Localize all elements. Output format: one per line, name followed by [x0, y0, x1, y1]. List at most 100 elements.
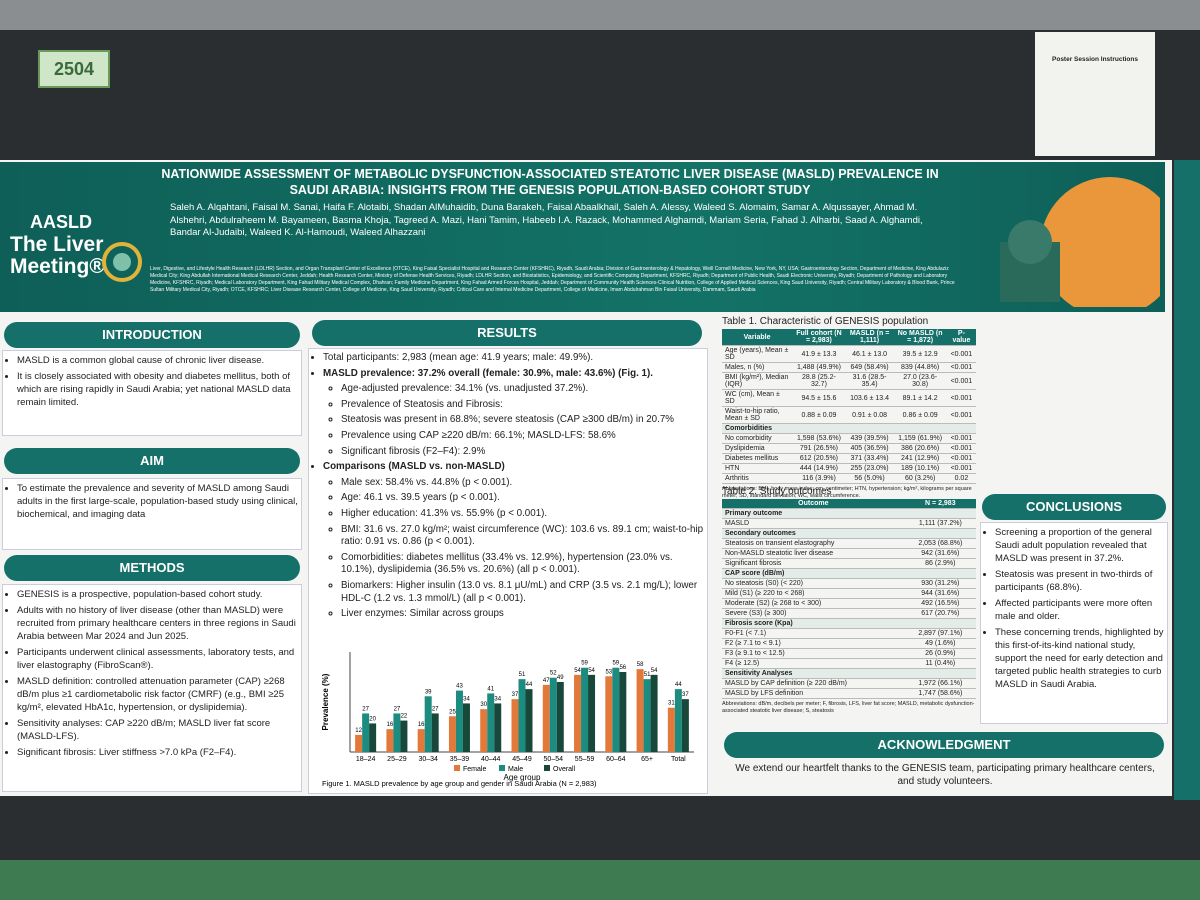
table-cell: F2 (≥ 7.1 to < 9.1) — [722, 638, 905, 649]
list-item: Sensitivity analyses: CAP ≥220 dB/m; MAS… — [17, 717, 301, 743]
value-label: 37 — [512, 692, 519, 698]
value-label: 16 — [418, 722, 425, 728]
legend-label: Male — [508, 766, 523, 773]
list-item: Biomarkers: Higher insulin (13.0 vs. 8.1… — [341, 580, 707, 605]
table-cell: 28.8 (25.2-32.7) — [792, 372, 846, 390]
notice-title: Poster Session Instructions — [1052, 56, 1138, 63]
conclusions-list: Screening a proportion of the general Sa… — [981, 526, 1167, 691]
value-label: 51 — [519, 672, 526, 678]
table1-block: Table 1. Characteristic of GENESIS popul… — [722, 316, 976, 500]
list-item: Adults with no history of liver disease … — [17, 604, 301, 643]
table-cell: WC (cm), Mean ± SD — [722, 389, 793, 407]
table-cell: 49 (1.6%) — [904, 638, 976, 649]
value-label: 52 — [550, 671, 557, 677]
value-label: 20 — [369, 716, 376, 722]
intro-heading: INTRODUCTION — [4, 322, 300, 348]
table-cell: 2,053 (68.8%) — [904, 538, 976, 549]
list-item: Steatosis was present in two-thirds of p… — [995, 568, 1167, 594]
table-cell: HTN — [722, 463, 793, 474]
table-cell: 492 (16.5%) — [904, 598, 976, 609]
value-label: 43 — [456, 684, 463, 690]
affiliations: Liver, Digestive, and Lifestyle Health R… — [150, 266, 955, 293]
results-list: Total participants: 2,983 (mean age: 41.… — [309, 352, 707, 621]
table-row: Severe (S3) (≥ 300) 617 (20.7%) — [722, 608, 976, 619]
table-row: No steatosis (S0) (< 220) 930 (31.2%) — [722, 578, 976, 589]
table2: Outcome N = 2,983 Primary outcome MASLD 1,11… — [722, 499, 976, 699]
bar — [355, 734, 363, 752]
table-row: Waist-to-hip ratio, Mean ± SD 0.88 ± 0.09… — [722, 406, 976, 424]
table-row: MASLD by CAP definition (≥ 220 dB/m) 1,97… — [722, 678, 976, 689]
bar — [393, 713, 401, 752]
chart-bg — [314, 642, 700, 790]
table-cell: <0.001 — [946, 389, 976, 407]
bar — [588, 674, 596, 752]
list-item: MASLD is a common global cause of chroni… — [17, 354, 301, 367]
bar — [487, 693, 495, 752]
section-row: Sensitivity Analyses — [722, 668, 976, 679]
table-cell: 439 (39.5%) — [845, 433, 894, 444]
list-item: These concerning trends, highlighted by … — [995, 626, 1167, 691]
table-cell: CAP score (dB/m) — [722, 568, 976, 579]
table-cell: 0.88 ± 0.09 — [792, 406, 846, 424]
table-cell: 1,598 (53.6%) — [792, 433, 846, 444]
table-row: No comorbidity 1,598 (53.6%) 439 (39.5%) 1,… — [722, 433, 976, 444]
list-item: Steatosis was present in 68.8%; severe s… — [341, 414, 707, 427]
table-row: Arthritis 116 (3.9%) 56 (5.0%) 60 (3.2%) 0.0… — [722, 473, 976, 484]
bar — [612, 667, 620, 752]
value-label: 54 — [651, 668, 658, 674]
ack-text: We extend our heartfelt thanks to the GE… — [735, 763, 1155, 787]
table-cell: 2,897 (97.1%) — [904, 628, 976, 639]
table-row: F2 (≥ 7.1 to < 9.1) 49 (1.6%) — [722, 638, 976, 649]
table-cell: Arthritis — [722, 473, 793, 484]
value-label: 27 — [432, 706, 439, 712]
table-cell: 103.6 ± 13.4 — [845, 389, 894, 407]
table-cell: 1,972 (66.1%) — [904, 678, 976, 689]
x-tick-label: 35–39 — [450, 756, 470, 763]
column-header: N = 2,983 — [904, 499, 976, 509]
list-item: Screening a proportion of the general Sa… — [995, 526, 1167, 565]
sub-list: Male sex: 58.4% vs. 44.8% (p < 0.001). Ag… — [323, 477, 707, 621]
bar — [542, 684, 550, 752]
table-cell: Diabetes mellitus — [722, 453, 793, 464]
sub-list: Steatosis was present in 68.8%; severe s… — [323, 414, 707, 458]
neighbor-poster — [1174, 160, 1200, 800]
list-item: Significant fibrosis: Liver stiffness >7… — [17, 746, 301, 759]
bar — [417, 729, 425, 752]
table-cell: F3 (≥ 9.1 to < 12.5) — [722, 648, 905, 659]
list-heading: MASLD prevalence: 37.2% overall (female:… — [323, 368, 707, 412]
value-label: 31 — [668, 701, 675, 707]
bar — [650, 674, 658, 752]
list-item: Participants underwent clinical assessme… — [17, 646, 301, 672]
value-label: 47 — [543, 678, 550, 684]
table-row: HTN 444 (14.9%) 255 (23.0%) 189 (10.1%) <0.0… — [722, 463, 976, 474]
x-tick-label: 45–49 — [512, 756, 532, 763]
table-cell: 0.86 ± 0.09 — [893, 406, 947, 424]
table-row: WC (cm), Mean ± SD 94.5 ± 15.6 103.6 ± 13.… — [722, 389, 976, 407]
section-row: Comorbidities — [722, 423, 976, 434]
bar — [518, 679, 526, 752]
table-cell: <0.001 — [946, 433, 976, 444]
bar — [455, 690, 463, 752]
table-cell: F0-F1 (< 7.1) — [722, 628, 905, 639]
header-art — [1000, 177, 1160, 307]
bar — [667, 707, 675, 752]
table-cell: 1,111 (37.2%) — [904, 518, 976, 529]
value-label: 41 — [487, 686, 494, 692]
table-cell: 612 (20.5%) — [792, 453, 846, 464]
x-tick-label: 40–44 — [481, 756, 501, 763]
bar — [424, 696, 432, 752]
table1-caption: Table 1. Characteristic of GENESIS popul… — [722, 316, 929, 327]
table-row: F3 (≥ 9.1 to < 12.5) 26 (0.9%) — [722, 648, 976, 659]
list-item: Liver enzymes: Similar across groups — [341, 608, 707, 621]
table-cell: BMI (kg/m²), Median (IQR) — [722, 372, 793, 390]
list-item: Male sex: 58.4% vs. 44.8% (p < 0.001). — [341, 477, 707, 490]
table-cell: 0.91 ± 0.08 — [845, 406, 894, 424]
value-label: 27 — [362, 706, 369, 712]
dome — [1008, 220, 1052, 264]
table-cell: 46.1 ± 13.0 — [845, 345, 894, 363]
table-cell: 944 (31.6%) — [904, 588, 976, 599]
value-label: 16 — [387, 722, 394, 728]
table-row: Mild (S1) (≥ 220 to < 268) 944 (31.6%) — [722, 588, 976, 599]
header-row: Outcome N = 2,983 — [722, 499, 976, 509]
value-label: 44 — [675, 682, 682, 688]
